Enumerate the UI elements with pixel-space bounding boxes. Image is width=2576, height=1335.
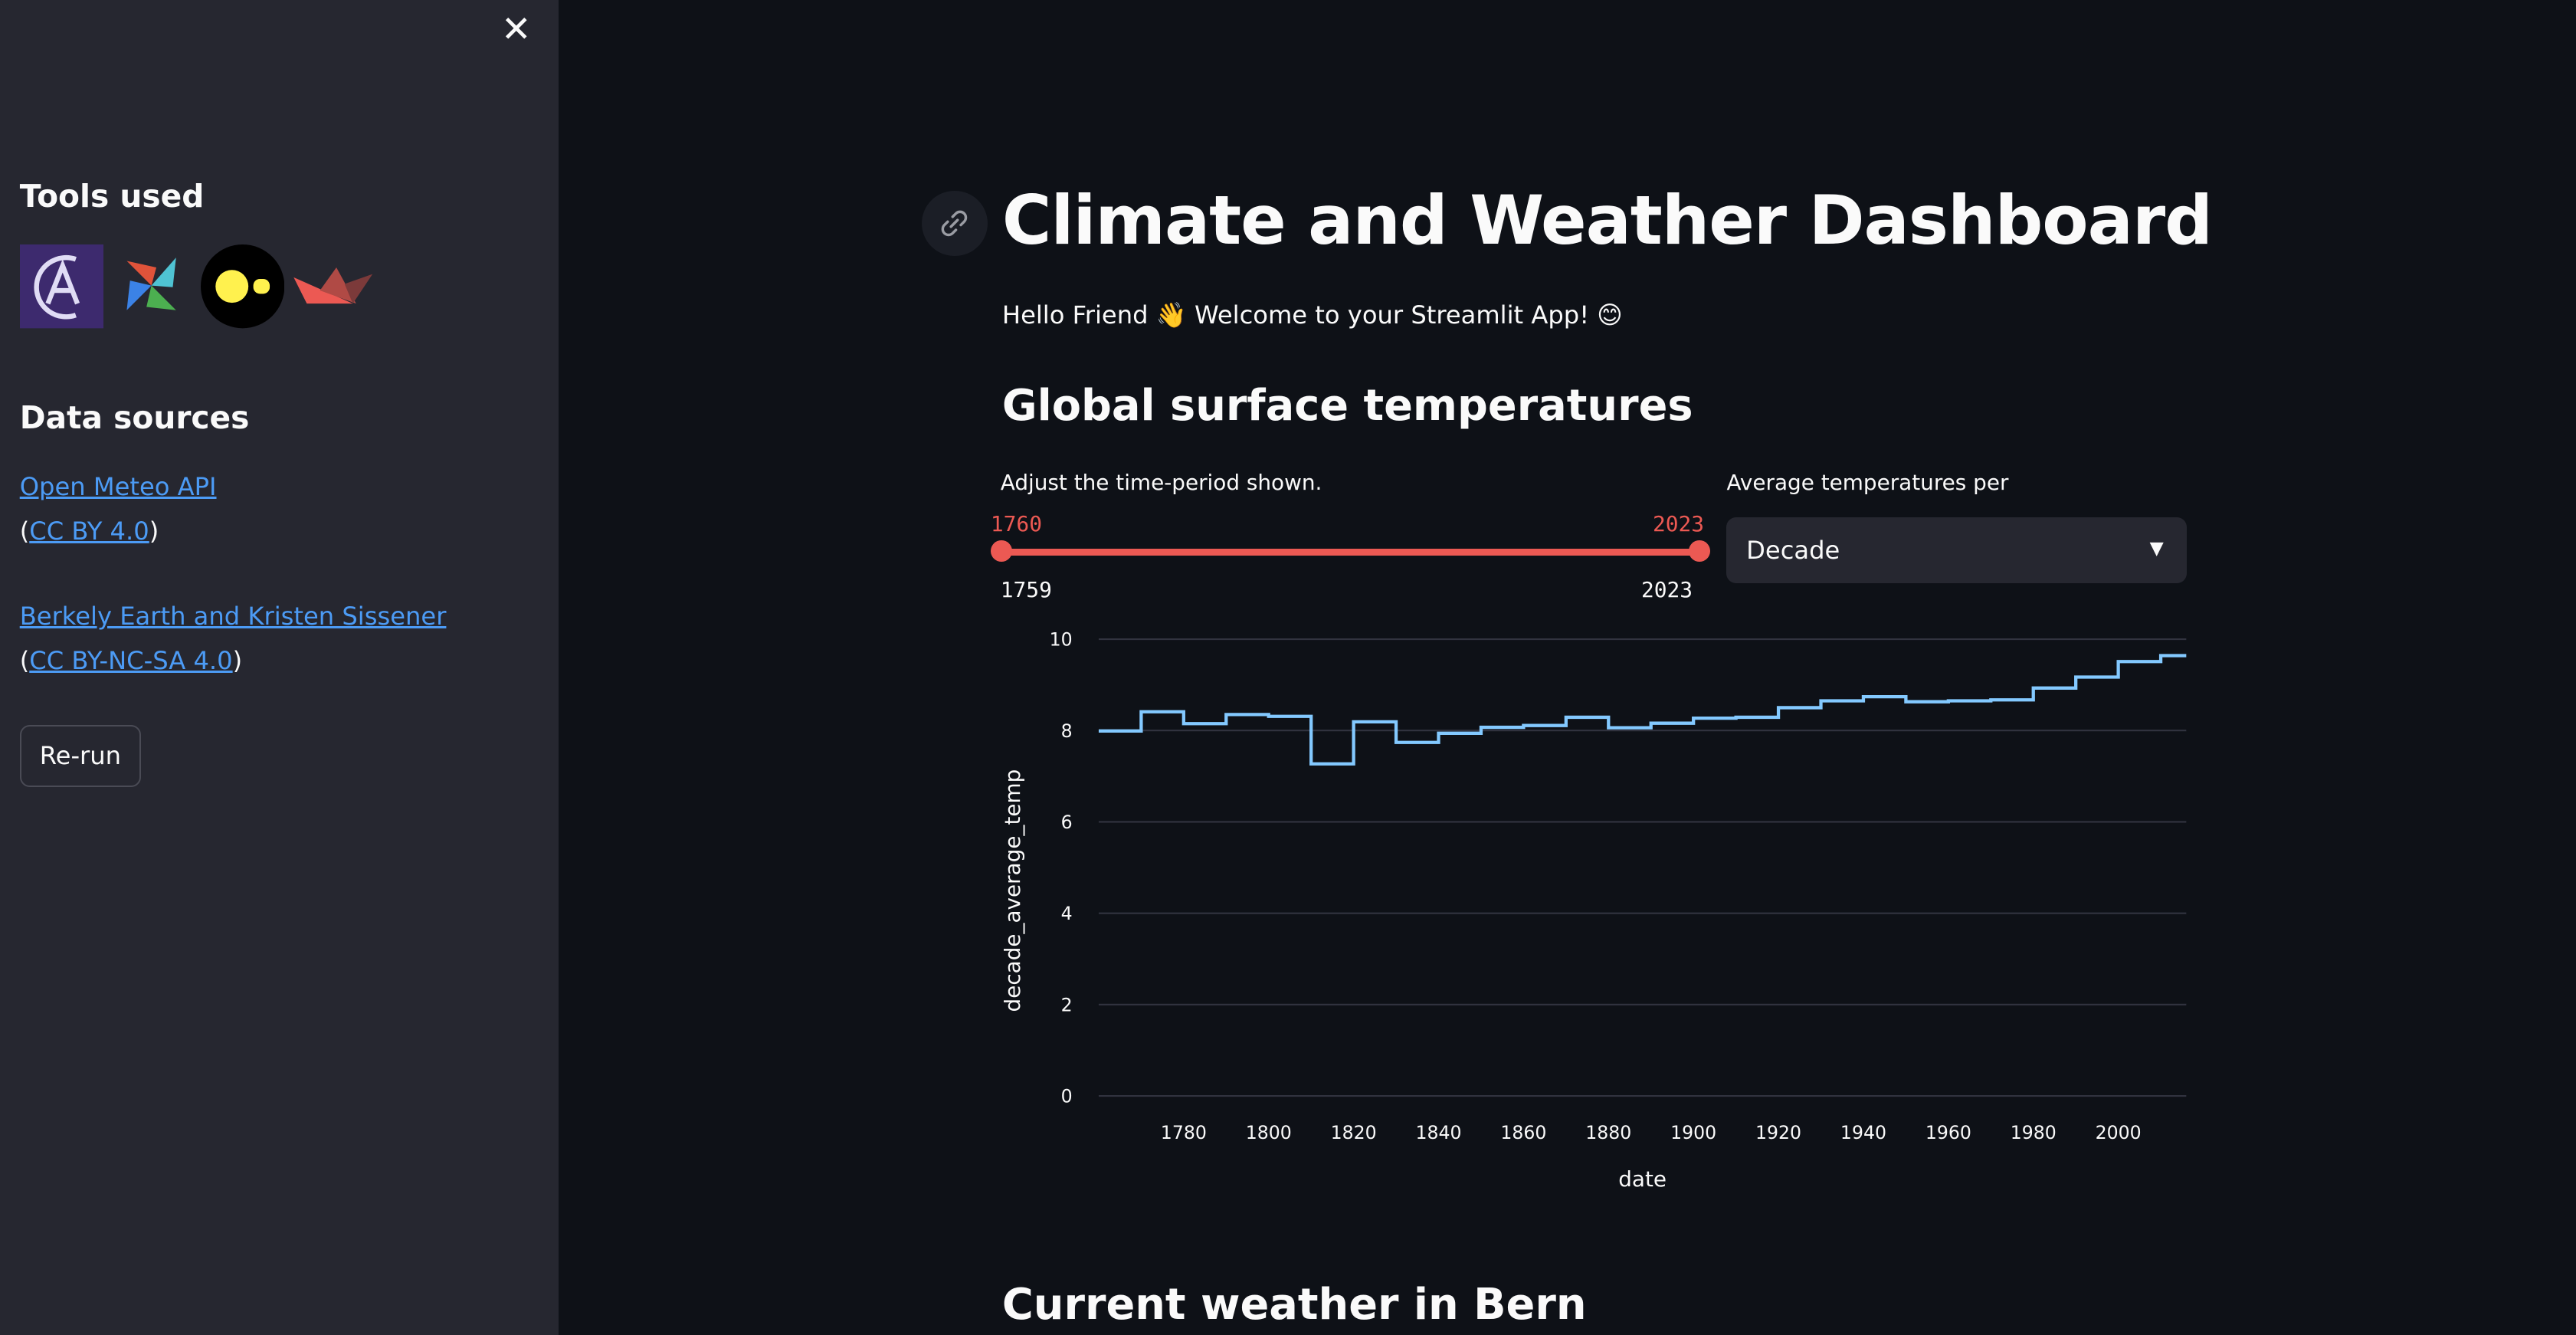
x-tick-label: 1920 [1756,1122,1802,1143]
slider-value-high: 2023 [1652,510,1705,536]
x-tick-label: 2000 [2096,1122,2142,1143]
y-tick-label: 4 [1061,903,1073,924]
x-tick-label: 1980 [2011,1122,2057,1143]
temperature-step-line [1099,654,2187,766]
berkeley-earth-link[interactable]: Berkely Earth and Kristen Sissener [19,602,447,631]
sources-heading: Data sources [19,399,250,437]
y-axis-label: decade_average_temp [1000,769,1025,1012]
source-open-meteo: Open Meteo API (CC BY 4.0) [20,465,217,554]
paren: ( [19,646,30,676]
tool-logos [19,244,375,329]
y-tick-label: 2 [1061,994,1073,1015]
greeting-text: Hello Friend 👋 Welcome to your Streamlit… [1001,300,1623,330]
x-tick-label: 1840 [1416,1122,1462,1143]
temperature-chart: 0 2 4 6 8 10 1780 1800 1820 1840 1860 1880 1900 1920 1… [1000,629,2187,1192]
x-tick-label: 1820 [1331,1122,1377,1143]
x-tick-label: 1780 [1161,1122,1207,1143]
duckdb-logo-icon [200,244,284,329]
slider-track[interactable] [1000,549,1699,556]
cc-by-nc-sa-link[interactable]: CC BY-NC-SA 4.0 [29,646,233,676]
average-period-select[interactable]: Decade ▼ [1726,517,2187,584]
source-berkeley: Berkely Earth and Kristen Sissener (CC B… [20,595,447,684]
y-tick-label: 6 [1061,812,1073,833]
section-heading-temperatures: Global surface temperatures [1001,381,1693,431]
slider-min-label: 1759 [1000,576,1052,602]
select-value: Decade [1746,535,1840,565]
y-tick-label: 0 [1061,1086,1073,1107]
section-heading-weather: Current weather in Bern [1001,1280,1587,1330]
x-tick-label: 1900 [1671,1122,1717,1143]
close-sidebar-button[interactable]: ✕ [501,8,532,51]
slider-thumb-high[interactable] [1689,540,1710,563]
sidebar: ✕ Tools used Data sources Open Meteo API… [0,0,559,1335]
select-label: Average temperatures per [1726,470,2009,496]
link-icon [941,210,968,237]
page-title: Climate and Weather Dashboard [1001,180,2213,260]
x-axis-label: date [1619,1166,1667,1192]
paren: ( [19,516,30,546]
close-icon: ✕ [500,8,532,51]
chevron-down-icon: ▼ [2149,537,2164,559]
x-tick-label: 1960 [1925,1122,1971,1143]
y-tick-label: 10 [1050,629,1073,651]
paren: ) [149,516,159,546]
cc-by-link[interactable]: CC BY 4.0 [29,516,149,546]
slider-max-label: 2023 [1640,576,1693,602]
open-meteo-link[interactable]: Open Meteo API [19,471,217,501]
rerun-button[interactable]: Re-run [19,724,142,787]
x-tick-label: 1940 [1840,1122,1886,1143]
streamlit-logo-icon [293,267,373,304]
airflow-logo-icon [126,257,176,311]
slider-thumb-low[interactable] [990,540,1012,563]
slider-value-low: 1760 [990,510,1042,536]
slider-label: Adjust the time-period shown. [1000,470,1322,496]
x-tick-label: 1800 [1246,1122,1292,1143]
paren: ) [232,646,243,676]
tools-heading: Tools used [19,177,205,215]
y-tick-label: 8 [1061,720,1073,742]
astronomer-logo-icon [19,244,104,329]
x-tick-label: 1860 [1501,1122,1547,1143]
anchor-link-button[interactable] [921,190,988,257]
x-tick-label: 1880 [1586,1122,1632,1143]
